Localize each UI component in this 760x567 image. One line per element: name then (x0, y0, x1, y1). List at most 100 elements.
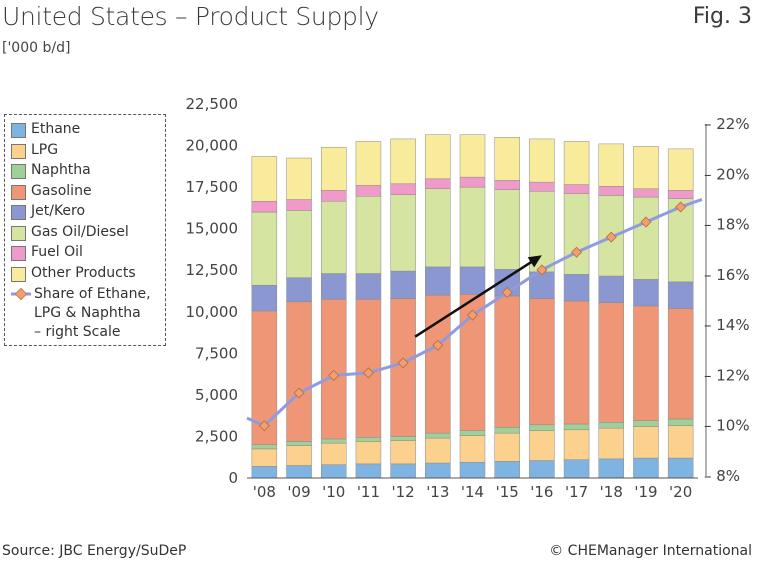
bar-segment-other-products (494, 136, 520, 181)
line-legend-text: Share of Ethane, LPG & Naphtha – right S… (34, 285, 151, 342)
bar-segment-jet-kero (563, 274, 590, 302)
bar-segment-other-products (355, 141, 382, 186)
x-axis-tick-label: '12 (392, 483, 415, 501)
share-line-marker (258, 420, 270, 432)
bar-segment-fuel-oil (494, 180, 520, 190)
x-axis-tick-label: '10 (322, 483, 345, 501)
bar-segment-other-products (286, 157, 312, 200)
legend-label: Ethane (31, 121, 81, 137)
bar-segment-gas-oil-diesel (494, 189, 520, 270)
legend-label: Gas Oil/Diesel (31, 223, 129, 240)
bar-segment-gasoline (529, 298, 555, 426)
bar-segment-jet-kero (667, 281, 694, 309)
share-line-marker (501, 286, 513, 298)
bar-segment-other-products (390, 138, 416, 185)
legend-item-lpg: LPG (11, 142, 165, 163)
bar-segment-lpg (529, 430, 555, 461)
legend-label: LPG (31, 141, 59, 158)
right-axis-tick-label: – 22% (704, 115, 750, 133)
left-axis-tick-label: 22,500 (186, 95, 239, 113)
bar-segment-lpg (390, 440, 416, 465)
bar-segment-gasoline (667, 308, 694, 420)
share-line-marker (397, 357, 409, 369)
chart-title: United States – Product Supply (2, 2, 379, 31)
bar-segment-ethane (355, 463, 382, 479)
bar-segment-fuel-oil (598, 186, 625, 196)
bar-segment-jet-kero (425, 266, 451, 296)
left-axis-tick-label: 15,000 (186, 220, 239, 238)
x-axis-tick-label: '08 (253, 483, 276, 501)
bar-segment-jet-kero (390, 270, 416, 299)
bar-segment-lpg (598, 427, 625, 460)
bar-segment-lpg (494, 432, 520, 462)
bar-segment-fuel-oil (320, 190, 347, 202)
bar-segment-gasoline (320, 299, 347, 440)
bar-segment-fuel-oil (633, 188, 659, 198)
right-axis-tick-label: – 16% (704, 266, 750, 284)
share-line-marker (293, 387, 305, 399)
bar-segment-other-products (598, 143, 625, 187)
legend-line-entry: Share of Ethane, LPG & Naphtha – right S… (11, 285, 165, 342)
bar-segment-gas-oil-diesel (390, 194, 416, 272)
bar-segment-naphtha (251, 444, 278, 450)
x-axis-tick-label: '17 (565, 483, 588, 501)
copyright-note: © CHEManager International (549, 543, 752, 559)
bar-segment-naphtha (529, 424, 555, 431)
bar-segment-gas-oil-diesel (286, 210, 312, 278)
right-axis-tick-label: – 10% (704, 417, 750, 435)
share-line-marker (536, 264, 548, 276)
legend-item-gasoline: Gasoline (11, 183, 165, 204)
bar-segment-ethane (494, 461, 520, 479)
legend-swatch (11, 164, 26, 179)
legend-items: Ethane LPG Naphtha Gasoline Jet/Kero Gas Oil/… (11, 121, 165, 285)
right-axis-tick-label: – 8% (704, 467, 740, 485)
bar-segment-fuel-oil (355, 185, 382, 197)
bar-segment-naphtha (286, 441, 312, 446)
source-note: Source: JBC Energy/SuDeP (2, 543, 187, 559)
x-axis-tick-label: '20 (669, 483, 692, 501)
x-axis-tick-label: '18 (600, 483, 623, 501)
bar-segment-jet-kero (633, 279, 659, 307)
legend-item-other-products: Other Products (11, 265, 165, 286)
line-legend-text-2: LPG & Naphtha (34, 305, 141, 321)
bar-segment-lpg (320, 442, 347, 465)
x-axis-tick-label: '16 (530, 483, 553, 501)
legend: Ethane LPG Naphtha Gasoline Jet/Kero Gas Oil/… (4, 114, 166, 346)
bar-segment-naphtha (459, 430, 486, 436)
bar-segment-gas-oil-diesel (355, 196, 382, 274)
share-line-marker (466, 309, 479, 321)
legend-swatch (11, 184, 26, 200)
bar-segment-lpg (459, 435, 486, 463)
bar-segment-gasoline (494, 295, 520, 428)
share-line-marker (328, 369, 340, 381)
left-axis-tick-label: 12,500 (186, 261, 239, 279)
legend-label: Other Products (31, 264, 136, 281)
legend-swatch (11, 143, 26, 159)
legend-swatch (11, 123, 26, 138)
bar-segment-lpg (286, 445, 312, 466)
legend-label: Jet/Kero (31, 203, 86, 219)
bar-segment-naphtha (633, 420, 659, 427)
bar-segment-gas-oil-diesel (459, 186, 486, 268)
bar-segment-gas-oil-diesel (563, 193, 590, 275)
left-axis-tick-label: 20,000 (186, 137, 239, 155)
bar-segment-fuel-oil (459, 176, 486, 188)
bar-segment-naphtha (563, 423, 590, 431)
bar-segment-other-products (563, 141, 590, 185)
figure-number: Fig. 3 (692, 4, 752, 29)
bar-segment-jet-kero (286, 277, 312, 303)
bar-segment-naphtha (390, 436, 416, 441)
bar-segment-lpg (563, 429, 590, 460)
bar-segment-ethane (459, 461, 486, 479)
share-line-marker (362, 367, 374, 379)
x-axis-tick-label: '13 (426, 483, 449, 501)
bar-segment-other-products (633, 146, 659, 190)
bar-segment-other-products (529, 138, 555, 183)
x-axis-tick-label: '09 (287, 483, 310, 501)
legend-label: Gasoline (31, 182, 92, 199)
right-axis-tick-label: – 18% (704, 216, 750, 234)
legend-item-fuel-oil: Fuel Oil (11, 244, 165, 265)
bar-segment-ethane (320, 464, 347, 479)
left-axis-tick-label: 10,000 (186, 303, 239, 321)
